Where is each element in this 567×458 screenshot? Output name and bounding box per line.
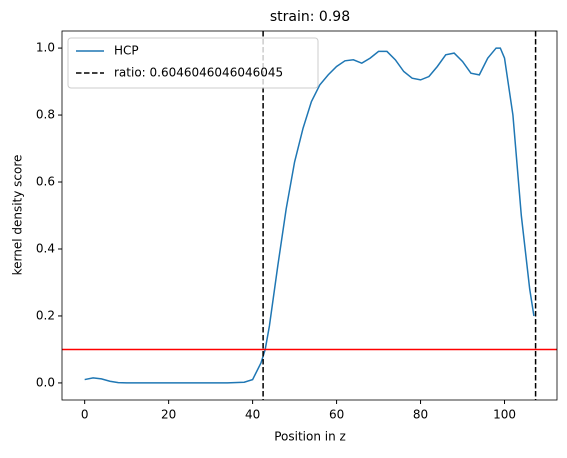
- x-tick-label: 0: [81, 408, 89, 422]
- axes-frame: [61, 30, 558, 401]
- y-tick-label: 0.0: [36, 375, 55, 389]
- chart-title: strain: 0.98: [270, 9, 350, 25]
- y-tick-label: 0.8: [36, 108, 55, 122]
- x-tick-label: 20: [161, 408, 176, 422]
- x-tick-label: 40: [245, 408, 260, 422]
- y-tick-label: 0.6: [36, 175, 55, 189]
- legend-box: [67, 37, 319, 89]
- x-tick-label: 100: [493, 408, 516, 422]
- x-tick-label: 80: [413, 408, 428, 422]
- legend-label: ratio: 0.6046046046046045: [114, 66, 283, 80]
- x-axis-label: Position in z: [274, 430, 346, 444]
- x-tick-label: 60: [329, 408, 344, 422]
- y-tick-label: 0.4: [36, 241, 55, 255]
- y-axis-label: kernel density score: [11, 155, 25, 276]
- y-tick-label: 0.2: [36, 308, 55, 322]
- legend-label: HCP: [114, 44, 139, 58]
- data-line: [84, 47, 535, 384]
- y-tick-label: 1.0: [36, 41, 55, 55]
